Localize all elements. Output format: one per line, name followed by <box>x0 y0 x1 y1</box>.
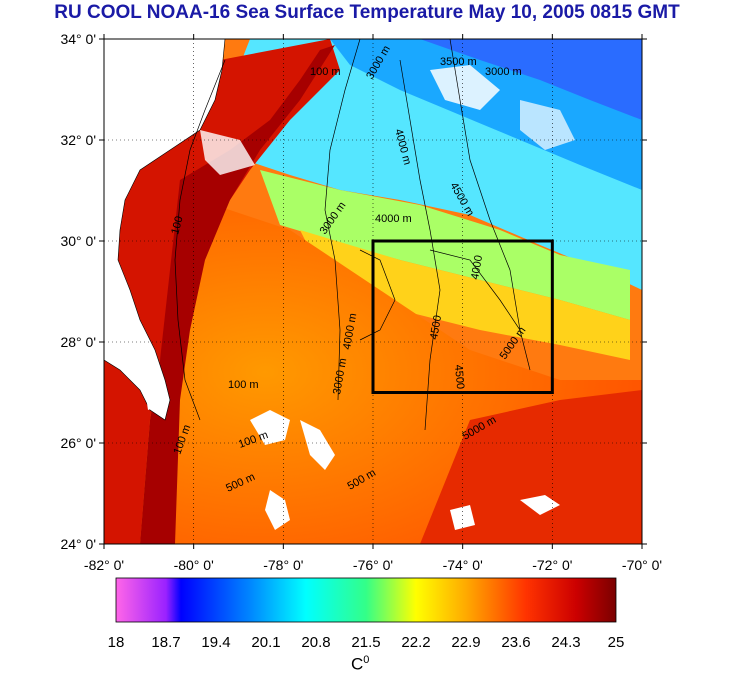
contour-label: 4500 <box>452 364 466 389</box>
contour-label: 4000 m <box>375 213 412 225</box>
colorbar-tick-label: 18.7 <box>151 634 181 651</box>
lon-label: -74° 0' <box>443 557 483 573</box>
contour-label: 4500 <box>428 314 444 340</box>
colorbar-tick-label: 22.9 <box>451 634 481 651</box>
latitude-labels: 34° 0' 32° 0' 30° 0' 28° 0' 26° 0' 24° 0' <box>60 31 96 552</box>
figure-title: RU COOL NOAA-16 Sea Surface Temperature … <box>54 2 680 23</box>
lat-label: 34° 0' <box>60 31 96 47</box>
colorbar <box>115 577 617 623</box>
lon-label: -76° 0' <box>353 557 393 573</box>
lon-label: -82° 0' <box>84 557 124 573</box>
colorbar-tick-label: 25 <box>607 634 625 651</box>
colorbar-tick-label: 23.6 <box>501 634 531 651</box>
lon-label: -78° 0' <box>263 557 303 573</box>
lat-label: 30° 0' <box>60 233 96 249</box>
contour-label: 3500 m <box>440 56 477 68</box>
study-box-outline <box>371 239 554 394</box>
lon-label: -72° 0' <box>532 557 572 573</box>
unit-superscript: 0 <box>363 654 370 666</box>
contour-label: 4000 <box>469 254 485 280</box>
lat-label: 28° 0' <box>60 334 96 350</box>
colorbar-unit: C0 <box>351 654 369 675</box>
contour-label: 100 <box>169 215 185 236</box>
lat-label: 24° 0' <box>60 536 96 552</box>
lat-label: 32° 0' <box>60 132 96 148</box>
colorbar-tick-label: 21.5 <box>351 634 381 651</box>
lon-label: -70° 0' <box>622 557 662 573</box>
longitude-labels: -82° 0' -80° 0' -78° 0' -76° 0' -74° 0' -72° … <box>84 557 662 573</box>
contour-label: 100 m <box>310 66 341 78</box>
contour-label: 3000 m <box>485 66 522 78</box>
colorbar-tick-label: 22.2 <box>401 634 431 651</box>
contour-label: 100 m <box>228 379 259 391</box>
colorbar-tick-label: 18 <box>107 634 125 651</box>
colorbar-tick-label: 24.3 <box>551 634 581 651</box>
axis-ticks <box>99 34 647 549</box>
lat-label: 26° 0' <box>60 435 96 451</box>
unit-label: C <box>351 654 364 674</box>
colorbar-tick-label: 20.8 <box>301 634 331 651</box>
study-box <box>371 239 554 394</box>
lon-label: -80° 0' <box>174 557 214 573</box>
colorbar-tick-label: 20.1 <box>251 634 281 651</box>
colorbar-tick-label: 19.4 <box>201 634 231 651</box>
